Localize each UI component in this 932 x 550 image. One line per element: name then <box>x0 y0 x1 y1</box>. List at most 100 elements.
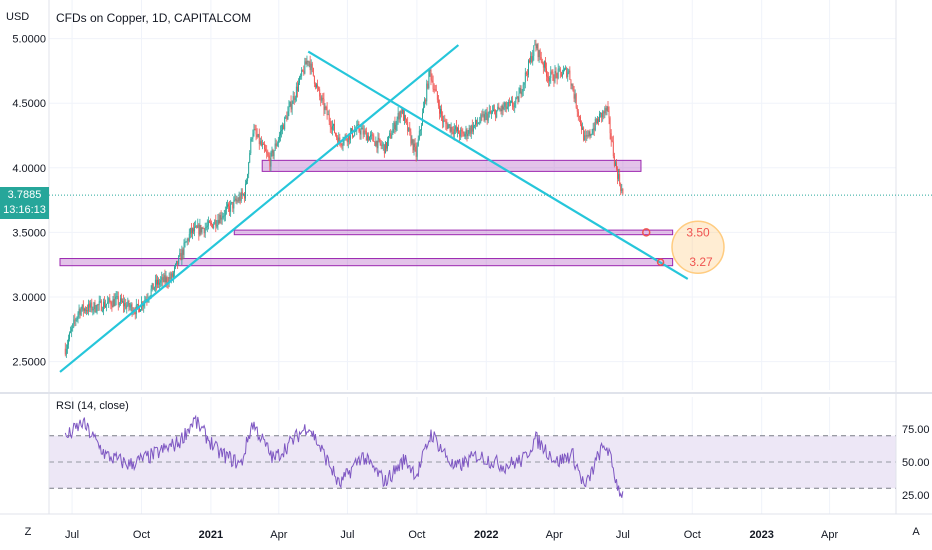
target-label-1: 3.50 <box>686 225 710 239</box>
rsi-tick-label: 50.00 <box>902 457 930 469</box>
candle-body <box>610 133 612 141</box>
candle-body <box>194 226 196 232</box>
candle-body <box>375 140 377 146</box>
candle-body <box>114 298 116 306</box>
y-tick-label: 4.0000 <box>12 163 46 175</box>
candle-body <box>587 135 589 136</box>
candlestick-series <box>64 39 624 358</box>
candle-body <box>240 191 242 201</box>
candle-body <box>293 95 295 101</box>
candle-body <box>382 144 384 146</box>
log-scale-button[interactable]: Z <box>24 526 32 538</box>
candle-body <box>301 69 303 77</box>
candle-body <box>360 129 362 135</box>
candle-body <box>183 242 185 255</box>
candle-body <box>185 241 187 243</box>
candle-body <box>277 139 279 144</box>
candle-body <box>504 102 506 107</box>
candle-body <box>193 228 194 232</box>
candle-body <box>300 76 302 77</box>
candle-body <box>480 114 482 122</box>
candle-body <box>113 299 115 306</box>
candle-body <box>573 90 575 99</box>
candle-body <box>247 174 249 181</box>
rsi-line <box>64 414 624 498</box>
x-tick-label: Jul <box>340 529 354 541</box>
candle-body <box>223 215 225 217</box>
candle-body <box>569 70 571 80</box>
candle-body <box>363 130 365 135</box>
candle-body <box>286 116 288 120</box>
candle-body <box>328 114 330 122</box>
candle-body <box>158 279 160 285</box>
candle-body <box>401 109 403 114</box>
candle-body <box>184 242 186 244</box>
candle-body <box>484 113 486 121</box>
candle-body <box>428 70 430 89</box>
candle-body <box>443 120 445 123</box>
candle-body <box>93 302 95 310</box>
y-tick-label: 3.0000 <box>12 292 46 304</box>
candle-body <box>367 135 369 141</box>
candle-body <box>473 124 475 126</box>
candle-body <box>364 130 366 132</box>
candle-body <box>248 162 250 175</box>
candle-body <box>454 126 456 130</box>
candle-body <box>603 111 605 114</box>
candle-body <box>299 76 300 83</box>
candle-body <box>308 61 310 63</box>
candle-body <box>218 219 220 224</box>
auto-scale-button[interactable]: A <box>912 526 920 538</box>
target-label-2: 3.27 <box>689 255 713 269</box>
candle-body <box>348 133 350 140</box>
candle-body <box>290 101 292 110</box>
candle-body <box>109 298 111 302</box>
y-tick-label: 3.5000 <box>12 227 46 239</box>
candle-body <box>452 131 454 135</box>
candle-body <box>622 189 624 194</box>
candle-body <box>555 71 557 74</box>
rsi-band <box>49 435 896 489</box>
candle-body <box>488 110 490 114</box>
candle-body <box>366 135 368 141</box>
candle-body <box>134 311 136 315</box>
candle-body <box>517 96 519 103</box>
candle-body <box>97 304 99 306</box>
candle-body <box>413 143 415 151</box>
candle-body <box>95 311 97 313</box>
candle-body <box>337 137 339 145</box>
candle-body <box>549 78 551 82</box>
candle-body <box>189 228 191 234</box>
candle-body <box>465 129 467 134</box>
candle-body <box>381 145 383 147</box>
candle-body <box>259 141 261 145</box>
candle-body <box>333 123 334 126</box>
candle-body <box>453 129 455 135</box>
candle-body <box>457 127 458 132</box>
candle-body <box>112 299 114 308</box>
candle-body <box>330 126 332 130</box>
candle-body <box>365 131 367 141</box>
candle-body <box>593 128 595 131</box>
candle-body <box>206 225 208 228</box>
candle-body <box>96 304 98 312</box>
candle-body <box>88 303 90 312</box>
x-tick-label: 2023 <box>749 529 773 541</box>
candle-body <box>469 128 471 134</box>
candle-body <box>451 126 453 132</box>
candle-body <box>539 50 541 58</box>
candle-body <box>257 134 259 137</box>
candle-body <box>198 224 200 235</box>
candle-body <box>202 227 204 229</box>
candle-body <box>172 272 174 277</box>
candle-body <box>600 112 602 114</box>
x-tick-label: 2022 <box>474 529 498 541</box>
x-tick-label: Jul <box>616 529 630 541</box>
candle-body <box>417 139 419 146</box>
bar-countdown: 13:16:13 <box>3 204 46 216</box>
candle-body <box>554 71 556 82</box>
candle-body <box>217 219 219 225</box>
candle-body <box>516 96 518 99</box>
